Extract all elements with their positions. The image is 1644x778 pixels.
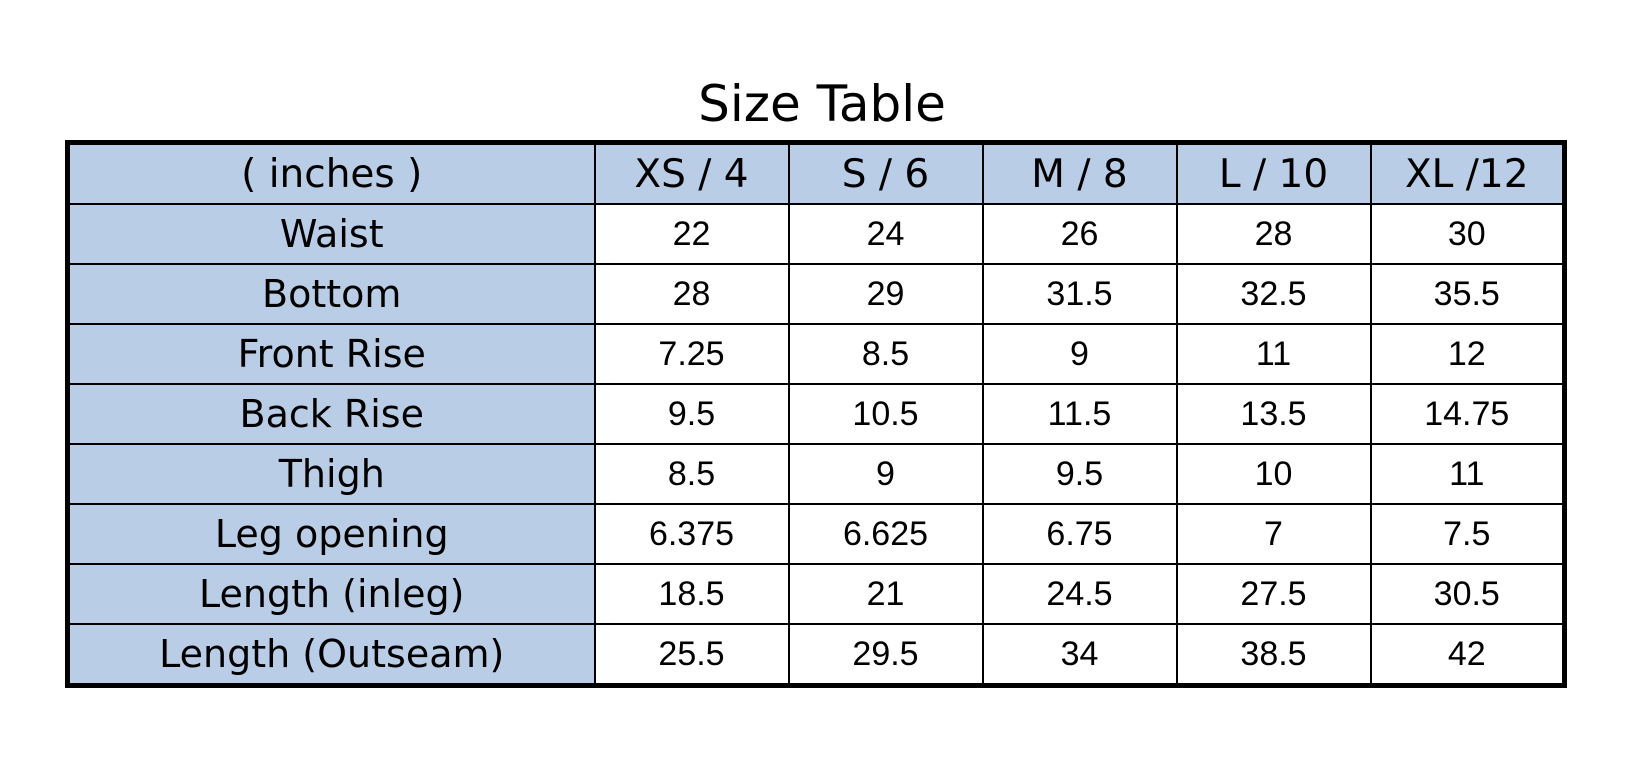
table-cell: 30 bbox=[1369, 203, 1566, 265]
table-cell: 21 bbox=[787, 563, 984, 625]
table-cell: 12 bbox=[1369, 323, 1566, 385]
table-cell: 29 bbox=[787, 263, 984, 325]
column-header: XL /12 bbox=[1369, 141, 1566, 205]
column-header: L / 10 bbox=[1175, 141, 1372, 205]
corner-header: ( inches ) bbox=[66, 141, 596, 205]
row-label: Thigh bbox=[66, 443, 596, 505]
table-cell: 35.5 bbox=[1369, 263, 1566, 325]
table-cell: 28 bbox=[1175, 203, 1372, 265]
row-label: Length (inleg) bbox=[66, 563, 596, 625]
table-cell: 18.5 bbox=[593, 563, 790, 625]
table-row: Front Rise 7.25 8.5 9 11 12 bbox=[66, 323, 1566, 385]
table-cell: 6.375 bbox=[593, 503, 790, 565]
table-row: Thigh 8.5 9 9.5 10 11 bbox=[66, 443, 1566, 505]
table-cell: 27.5 bbox=[1175, 563, 1372, 625]
row-label: Back Rise bbox=[66, 383, 596, 445]
table-cell: 11 bbox=[1369, 443, 1566, 505]
table-row: Back Rise 9.5 10.5 11.5 13.5 14.75 bbox=[66, 383, 1566, 445]
table-cell: 7.5 bbox=[1369, 503, 1566, 565]
table-cell: 30.5 bbox=[1369, 563, 1566, 625]
column-header: M / 8 bbox=[981, 141, 1178, 205]
row-label: Front Rise bbox=[66, 323, 596, 385]
table-cell: 14.75 bbox=[1369, 383, 1566, 445]
table-cell: 8.5 bbox=[593, 443, 790, 505]
table-cell: 38.5 bbox=[1175, 623, 1372, 687]
column-header: S / 6 bbox=[787, 141, 984, 205]
table-cell: 10.5 bbox=[787, 383, 984, 445]
table-cell: 42 bbox=[1369, 623, 1566, 687]
column-header: XS / 4 bbox=[593, 141, 790, 205]
table-row: Length (inleg) 18.5 21 24.5 27.5 30.5 bbox=[66, 563, 1566, 625]
table-cell: 11 bbox=[1175, 323, 1372, 385]
table-cell: 29.5 bbox=[787, 623, 984, 687]
table-cell: 31.5 bbox=[981, 263, 1178, 325]
table-cell: 8.5 bbox=[787, 323, 984, 385]
table-row: Waist 22 24 26 28 30 bbox=[66, 203, 1566, 265]
table-cell: 24 bbox=[787, 203, 984, 265]
table-cell: 22 bbox=[593, 203, 790, 265]
table-cell: 25.5 bbox=[593, 623, 790, 687]
table-cell: 28 bbox=[593, 263, 790, 325]
header-row: ( inches ) XS / 4 S / 6 M / 8 L / 10 XL … bbox=[66, 141, 1566, 205]
table-cell: 26 bbox=[981, 203, 1178, 265]
table-cell: 11.5 bbox=[981, 383, 1178, 445]
table-cell: 6.625 bbox=[787, 503, 984, 565]
table-cell: 7 bbox=[1175, 503, 1372, 565]
row-label: Leg opening bbox=[66, 503, 596, 565]
table-cell: 9.5 bbox=[593, 383, 790, 445]
table-cell: 32.5 bbox=[1175, 263, 1372, 325]
row-label: Bottom bbox=[66, 263, 596, 325]
table-cell: 24.5 bbox=[981, 563, 1178, 625]
table-cell: 13.5 bbox=[1175, 383, 1372, 445]
table-cell: 7.25 bbox=[593, 323, 790, 385]
table-cell: 9 bbox=[981, 323, 1178, 385]
page-title: Size Table bbox=[698, 75, 946, 133]
table-cell: 34 bbox=[981, 623, 1178, 687]
table-cell: 9.5 bbox=[981, 443, 1178, 505]
table-row: Leg opening 6.375 6.625 6.75 7 7.5 bbox=[66, 503, 1566, 565]
table-row: Length (Outseam) 25.5 29.5 34 38.5 42 bbox=[66, 623, 1566, 687]
row-label: Waist bbox=[66, 203, 596, 265]
size-table: ( inches ) XS / 4 S / 6 M / 8 L / 10 XL … bbox=[65, 140, 1567, 688]
table-cell: 6.75 bbox=[981, 503, 1178, 565]
row-label: Length (Outseam) bbox=[66, 623, 596, 687]
table-cell: 9 bbox=[787, 443, 984, 505]
table-row: Bottom 28 29 31.5 32.5 35.5 bbox=[66, 263, 1566, 325]
table-cell: 10 bbox=[1175, 443, 1372, 505]
